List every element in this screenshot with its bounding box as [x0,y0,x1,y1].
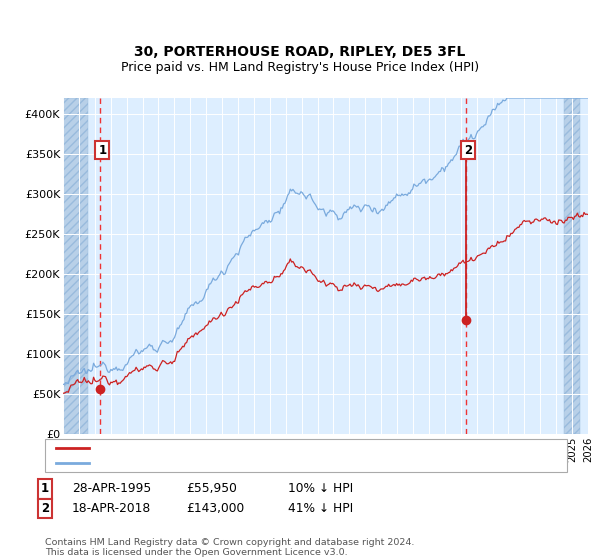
Text: 28-APR-1995: 28-APR-1995 [72,482,151,496]
Text: 1: 1 [98,143,106,156]
Bar [564,98,580,434]
Text: £143,000: £143,000 [186,502,244,515]
Text: £55,950: £55,950 [186,482,237,496]
Bar [564,98,580,434]
Text: 30, PORTERHOUSE ROAD, RIPLEY, DE5 3FL: 30, PORTERHOUSE ROAD, RIPLEY, DE5 3FL [134,45,466,59]
Bar [63,98,88,434]
Text: HPI: Average price, detached house, Amber Valley: HPI: Average price, detached house, Ambe… [95,456,391,469]
Text: Price paid vs. HM Land Registry's House Price Index (HPI): Price paid vs. HM Land Registry's House … [121,61,479,74]
Text: 10% ↓ HPI: 10% ↓ HPI [288,482,353,496]
Text: 41% ↓ HPI: 41% ↓ HPI [288,502,353,515]
Text: 30, PORTERHOUSE ROAD, RIPLEY, DE5 3FL (detached house): 30, PORTERHOUSE ROAD, RIPLEY, DE5 3FL (d… [95,441,453,454]
Text: Contains HM Land Registry data © Crown copyright and database right 2024.
This d: Contains HM Land Registry data © Crown c… [45,538,415,557]
Text: 2: 2 [464,143,472,156]
Text: 18-APR-2018: 18-APR-2018 [72,502,151,515]
Bar [63,98,88,434]
Text: 1: 1 [41,482,49,496]
Text: 2: 2 [41,502,49,515]
